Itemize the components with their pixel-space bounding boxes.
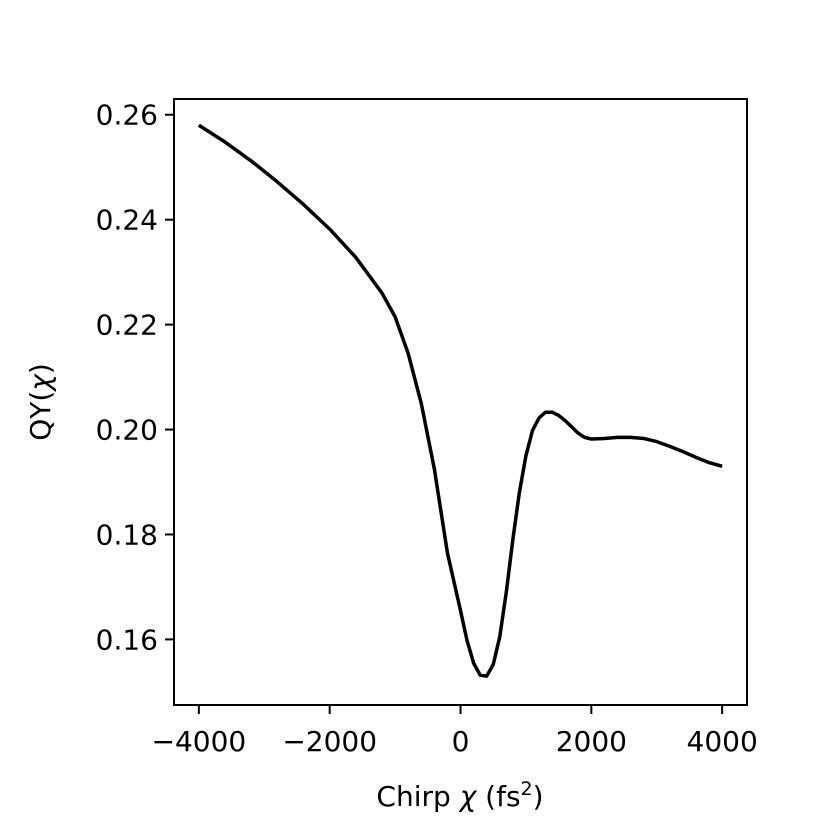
x-axis-label-unit-close: ) [533,780,544,813]
x-tick-label: 0 [452,725,470,758]
y-axis-label: QY(χ) [24,363,57,441]
x-tick-label: −4000 [151,725,246,758]
x-axis-label-unit-sup: 2 [521,778,533,800]
x-tick-label: 2000 [556,725,627,758]
y-tick-label: 0.20 [96,414,158,447]
y-tick-label: 0.22 [96,309,158,342]
y-axis-label-symbol: χ [24,373,57,393]
y-tick-label: 0.16 [96,623,158,656]
y-axis-ticks: 0.16 0.18 0.20 0.22 0.24 0.26 [96,99,174,656]
x-axis-label-unit-open: (fs [476,780,520,813]
x-axis-label-symbol: χ [458,780,478,813]
y-axis-label-suffix: ) [24,363,57,374]
y-axis-label-prefix: QY( [24,391,57,441]
x-axis-label-prefix: Chirp [376,780,459,813]
plot-area [197,123,723,678]
axes-frame [173,98,748,706]
y-tick-label: 0.24 [96,204,158,237]
x-tick-label: −2000 [282,725,377,758]
y-tick-label: 0.18 [96,518,158,551]
y-tick-label: 0.26 [96,99,158,132]
x-axis-label: Chirp χ (fs2) [376,778,543,813]
x-tick-label: 4000 [687,725,758,758]
x-axis-ticks: −4000 −2000 0 2000 4000 [151,705,758,758]
series-line-0 [197,123,723,678]
